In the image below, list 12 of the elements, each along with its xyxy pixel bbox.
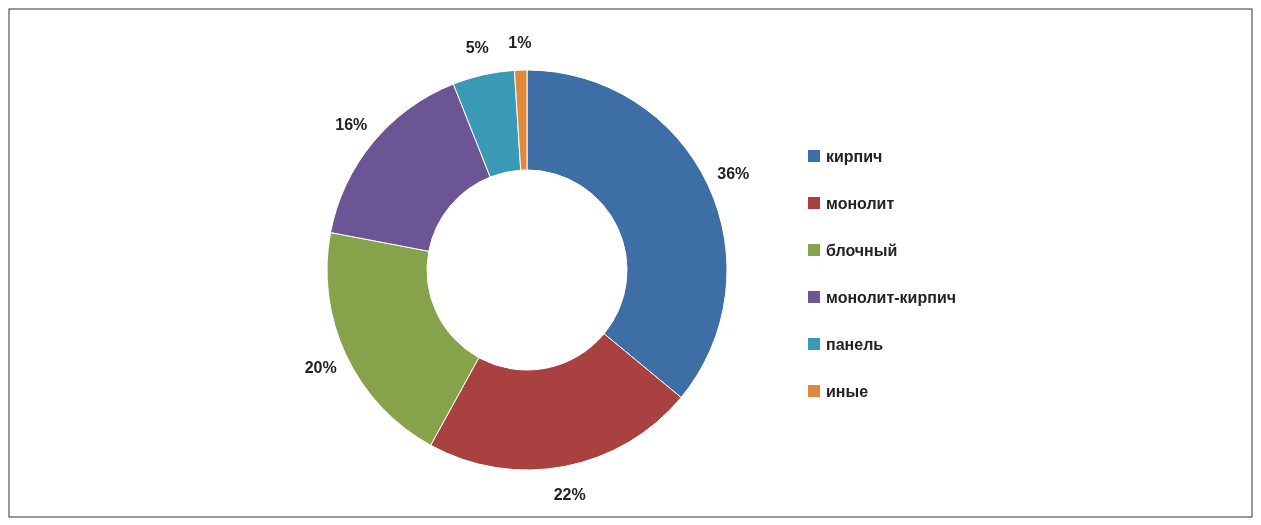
legend-label: панель — [826, 335, 884, 353]
legend-label: монолит-кирпич — [826, 288, 957, 306]
data-label: 20% — [304, 358, 337, 376]
data-label: 1% — [508, 33, 532, 51]
legend-label: монолит — [826, 194, 895, 212]
legend-label: иные — [826, 382, 869, 400]
data-label: 5% — [465, 39, 489, 57]
legend-label: блочный — [826, 241, 898, 259]
legend-label: кирпич — [826, 147, 883, 165]
data-label: 36% — [717, 164, 750, 182]
data-label: 22% — [553, 485, 586, 503]
data-label: 16% — [335, 116, 368, 134]
